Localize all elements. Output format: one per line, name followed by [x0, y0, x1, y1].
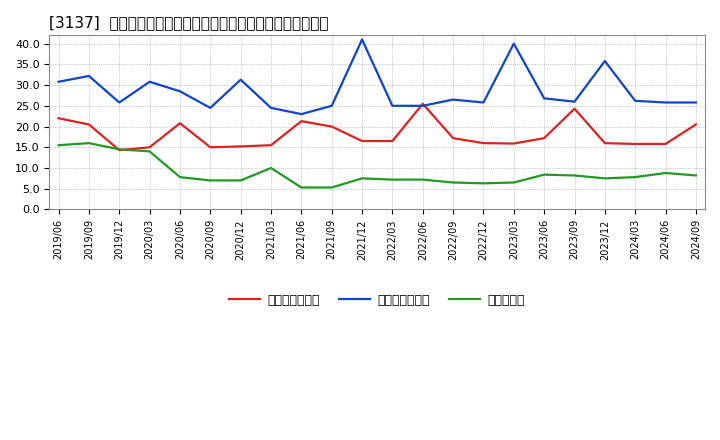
買入債務回転率 — [115, 100, 124, 105]
売上債権回転率 — [510, 141, 518, 146]
在庫回転率 — [449, 180, 457, 185]
売上債権回転率 — [449, 136, 457, 141]
在庫回転率 — [176, 175, 184, 180]
在庫回転率 — [661, 170, 670, 176]
在庫回転率 — [145, 149, 154, 154]
在庫回転率 — [418, 177, 427, 182]
在庫回転率 — [54, 143, 63, 148]
在庫回転率 — [206, 178, 215, 183]
買入債務回転率 — [297, 111, 306, 117]
在庫回転率 — [328, 185, 336, 190]
買入債務回転率 — [388, 103, 397, 108]
在庫回転率 — [570, 173, 579, 178]
売上債権回転率 — [540, 136, 549, 141]
売上債権回転率 — [600, 140, 609, 146]
買入債務回転率 — [85, 73, 94, 79]
在庫回転率 — [266, 165, 275, 171]
買入債務回転率 — [570, 99, 579, 104]
売上債権回転率 — [631, 141, 639, 147]
買入債務回転率 — [540, 96, 549, 101]
買入債務回転率 — [418, 103, 427, 108]
買入債務回転率 — [145, 79, 154, 84]
売上債権回転率 — [692, 122, 701, 127]
在庫回転率 — [115, 147, 124, 152]
買入債務回転率 — [449, 97, 457, 102]
買入債務回転率 — [328, 103, 336, 108]
買入債務回転率 — [176, 89, 184, 94]
売上債権回転率 — [358, 139, 366, 144]
売上債権回転率 — [328, 124, 336, 129]
買入債務回転率 — [236, 77, 245, 82]
売上債権回転率 — [145, 145, 154, 150]
Legend: 売上債権回転率, 買入債務回転率, 在庫回転率: 売上債権回転率, 買入債務回転率, 在庫回転率 — [224, 289, 531, 312]
売上債権回転率 — [54, 116, 63, 121]
売上債権回転率 — [85, 122, 94, 127]
在庫回転率 — [85, 140, 94, 146]
買入債務回転率 — [631, 98, 639, 103]
在庫回転率 — [479, 181, 487, 186]
売上債権回転率 — [206, 145, 215, 150]
売上債権回転率 — [176, 121, 184, 126]
Text: [3137]  売上債権回転率、買入債務回転率、在庫回転率の推移: [3137] 売上債権回転率、買入債務回転率、在庫回転率の推移 — [50, 15, 329, 30]
買入債務回転率 — [206, 105, 215, 110]
売上債権回転率 — [388, 139, 397, 144]
在庫回転率 — [540, 172, 549, 177]
買入債務回転率 — [54, 79, 63, 84]
売上債権回転率 — [661, 141, 670, 147]
買入債務回転率 — [266, 105, 275, 110]
売上債権回転率 — [236, 144, 245, 149]
在庫回転率 — [600, 176, 609, 181]
在庫回転率 — [510, 180, 518, 185]
売上債権回転率 — [418, 101, 427, 106]
買入債務回転率 — [510, 41, 518, 46]
売上債権回転率 — [479, 140, 487, 146]
買入債務回転率 — [661, 100, 670, 105]
在庫回転率 — [297, 185, 306, 190]
在庫回転率 — [358, 176, 366, 181]
買入債務回転率 — [479, 100, 487, 105]
在庫回転率 — [631, 175, 639, 180]
Line: 買入債務回転率: 買入債務回転率 — [58, 40, 696, 114]
買入債務回転率 — [692, 100, 701, 105]
在庫回転率 — [692, 173, 701, 178]
Line: 売上債権回転率: 売上債権回転率 — [58, 104, 696, 150]
売上債権回転率 — [570, 106, 579, 111]
買入債務回転率 — [358, 37, 366, 42]
売上債権回転率 — [297, 118, 306, 124]
買入債務回転率 — [600, 59, 609, 64]
売上債権回転率 — [266, 143, 275, 148]
在庫回転率 — [236, 178, 245, 183]
在庫回転率 — [388, 177, 397, 182]
Line: 在庫回転率: 在庫回転率 — [58, 143, 696, 187]
売上債権回転率 — [115, 147, 124, 153]
